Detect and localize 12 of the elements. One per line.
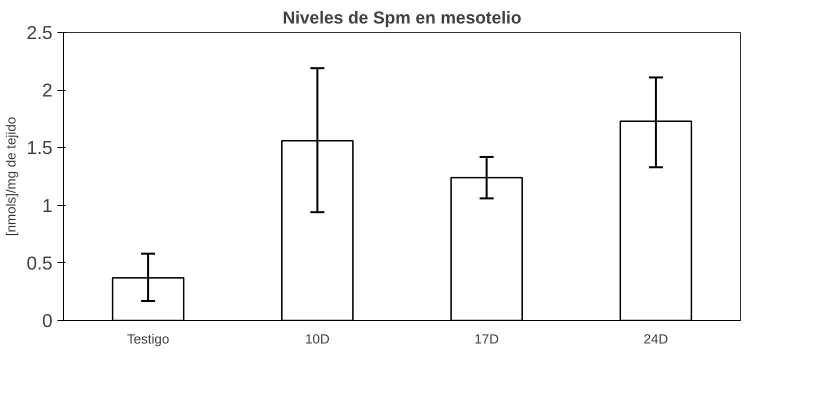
y-axis-title: [nmols]/mg de tejido xyxy=(4,116,19,236)
y-tick-label: 2.5 xyxy=(26,22,53,43)
y-tick-label: 0 xyxy=(42,310,53,331)
x-tick-label: 10D xyxy=(305,332,330,346)
y-tick-label: 2 xyxy=(42,80,53,101)
y-tick-label: 1.5 xyxy=(26,137,53,158)
y-tick-label: 0.5 xyxy=(26,252,53,274)
x-tick-label: 24D xyxy=(644,332,668,346)
chart-title: Niveles de Spm en mesotelio xyxy=(282,8,522,28)
x-tick-label: Testigo xyxy=(127,332,170,346)
y-tick-label: 1 xyxy=(42,194,53,216)
x-tick-label: 17D xyxy=(474,332,499,346)
